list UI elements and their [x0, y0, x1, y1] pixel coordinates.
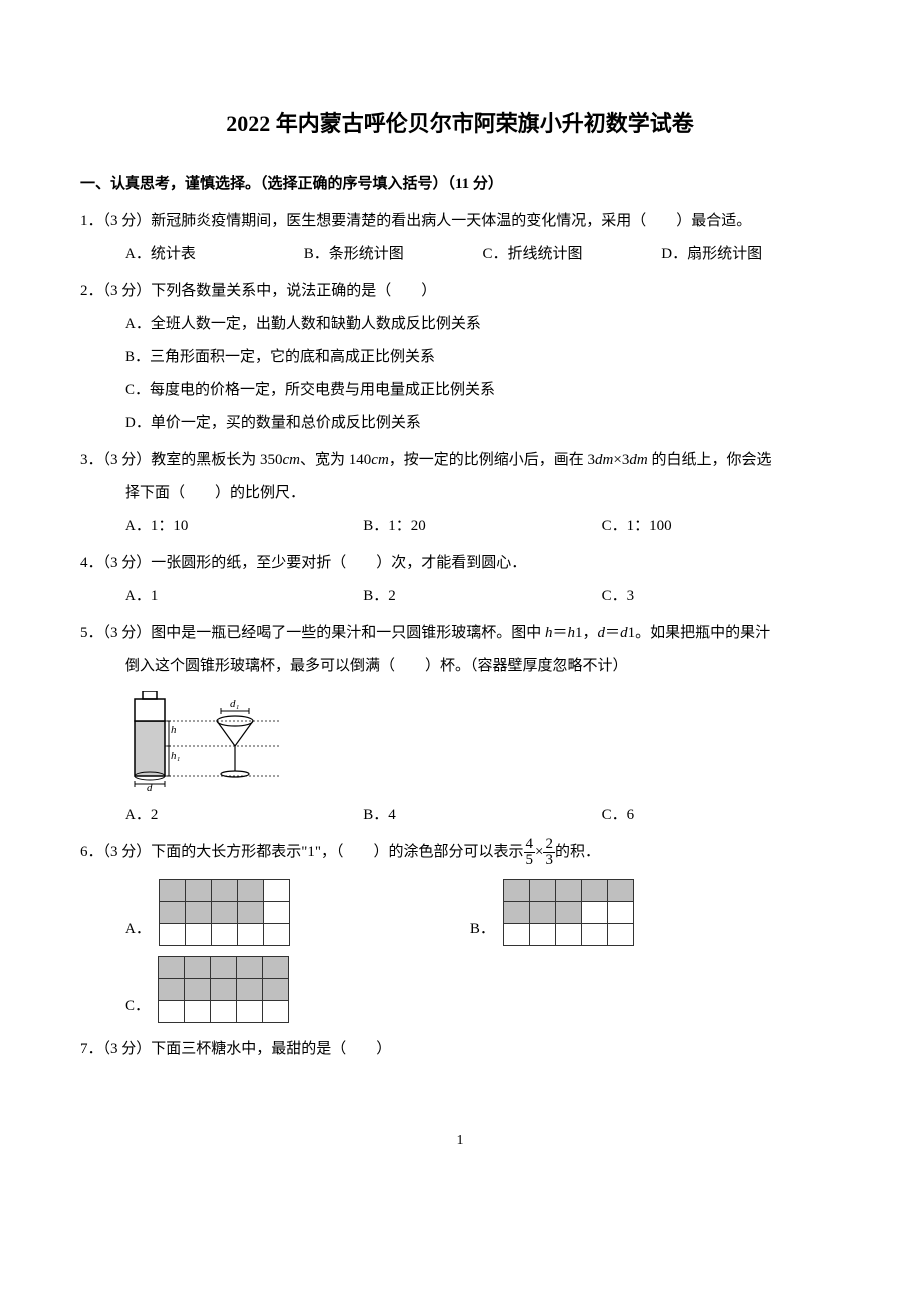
q3-option-b: B．1：20: [363, 510, 601, 543]
q5-figure: d h h₁ d₁: [80, 691, 840, 791]
q3-continuation: 择下面（ ）的比例尺．: [80, 477, 840, 510]
label-h: h: [171, 724, 177, 736]
q3-text-3: ，按一定的比例缩小后，画在 3: [389, 452, 595, 468]
q3-times: ×3: [613, 452, 629, 468]
q6-text: 6．（3 分）下面的大长方形都表示"1"，（ ）的涂色部分可以表示45×23的积…: [80, 836, 840, 869]
q6-times: ×: [535, 844, 543, 860]
question-3: 3．（3 分）教室的黑板长为 350cm、宽为 140cm，按一定的比例缩小后，…: [80, 444, 840, 543]
q5-eq-2: ＝: [605, 625, 620, 641]
q1-option-d: D．扇形统计图: [661, 238, 840, 271]
q3-text: 3．（3 分）教室的黑板长为 350cm、宽为 140cm，按一定的比例缩小后，…: [80, 444, 840, 477]
q2-option-d: D．单价一定，买的数量和总价成反比例关系: [125, 407, 840, 440]
q4-option-b: B．2: [363, 580, 601, 613]
q4-text: 4．（3 分）一张圆形的纸，至少要对折（ ）次，才能看到圆心．: [80, 547, 840, 580]
q2-options: A．全班人数一定，出勤人数和缺勤人数成反比例关系 B．三角形面积一定，它的底和高…: [80, 308, 840, 440]
q1-option-b: B．条形统计图: [304, 238, 483, 271]
q6-option-a: A．: [125, 879, 290, 946]
q1-options: A．统计表 B．条形统计图 C．折线统计图 D．扇形统计图: [80, 238, 840, 271]
q1-option-a: A．统计表: [125, 238, 304, 271]
q4-option-c: C．3: [602, 580, 840, 613]
label-h1: h₁: [171, 750, 181, 762]
q5-eq-1: ＝: [553, 625, 568, 641]
q5-continuation: 倒入这个圆锥形玻璃杯，最多可以倒满（ ）杯。（容器壁厚度忽略不计）: [80, 650, 840, 683]
label-d1-top: d₁: [230, 698, 240, 710]
q5-d1: d: [620, 625, 628, 641]
q5-text-1: 5．（3 分）图中是一瓶已经喝了一些的果汁和一只圆锥形玻璃杯。图中: [80, 625, 545, 641]
question-5: 5．（3 分）图中是一瓶已经喝了一些的果汁和一只圆锥形玻璃杯。图中 h＝h1，d…: [80, 617, 840, 832]
q6-text-after: 的积．: [555, 844, 600, 860]
bottle-cone-diagram: d h h₁ d₁: [125, 691, 285, 791]
q3-option-c: C．1：100: [602, 510, 840, 543]
q2-option-c: C．每度电的价格一定，所交电费与用电量成正比例关系: [125, 374, 840, 407]
q6-options: A． B． C．: [80, 879, 840, 1023]
q6-frac-2: 23: [543, 837, 555, 868]
q5-options: A．2 B．4 C．6: [80, 799, 840, 832]
question-7: 7．（3 分）下面三杯糖水中，最甜的是（ ）: [80, 1033, 840, 1066]
q5-option-a: A．2: [125, 799, 363, 832]
q3-dm-1: dm: [595, 452, 613, 468]
q6-frac-1: 45: [524, 837, 536, 868]
q6-grid-b: [503, 879, 634, 946]
q5-option-c: C．6: [602, 799, 840, 832]
page-number: 1: [80, 1126, 840, 1157]
q6-option-c: C．: [125, 956, 289, 1023]
q6-text-before: 6．（3 分）下面的大长方形都表示"1"，（ ）的涂色部分可以表示: [80, 844, 524, 860]
q2-text: 2．（3 分）下列各数量关系中，说法正确的是（ ）: [80, 275, 840, 308]
q3-text-1: 3．（3 分）教室的黑板长为 350: [80, 452, 283, 468]
label-d-bottom: d: [147, 782, 153, 791]
q5-one-1: 1，: [575, 625, 598, 641]
q1-text: 1．（3 分）新冠肺炎疫情期间，医生想要清楚的看出病人一天体温的变化情况，采用（…: [80, 205, 840, 238]
q2-option-a: A．全班人数一定，出勤人数和缺勤人数成反比例关系: [125, 308, 840, 341]
q6-label-a: A．: [125, 913, 151, 946]
question-6: 6．（3 分）下面的大长方形都表示"1"，（ ）的涂色部分可以表示45×23的积…: [80, 836, 840, 1023]
q6-option-b: B．: [470, 879, 634, 946]
q3-text-4: 的白纸上，你会选: [648, 452, 772, 468]
q7-text: 7．（3 分）下面三杯糖水中，最甜的是（ ）: [80, 1033, 840, 1066]
q4-options: A．1 B．2 C．3: [80, 580, 840, 613]
q6-label-c: C．: [125, 990, 150, 1023]
q3-option-a: A．1：10: [125, 510, 363, 543]
q2-option-b: B．三角形面积一定，它的底和高成正比例关系: [125, 341, 840, 374]
q3-text-2: 、宽为 140: [300, 452, 371, 468]
q5-h1: h: [568, 625, 576, 641]
q5-option-b: B．4: [363, 799, 601, 832]
q6-grid-a: [159, 879, 290, 946]
q1-option-c: C．折线统计图: [483, 238, 662, 271]
q6-label-b: B．: [470, 913, 495, 946]
q5-d: d: [598, 625, 606, 641]
q5-text: 5．（3 分）图中是一瓶已经喝了一些的果汁和一只圆锥形玻璃杯。图中 h＝h1，d…: [80, 617, 840, 650]
q4-option-a: A．1: [125, 580, 363, 613]
q5-h: h: [545, 625, 553, 641]
q3-cm-1: cm: [283, 452, 301, 468]
question-2: 2．（3 分）下列各数量关系中，说法正确的是（ ） A．全班人数一定，出勤人数和…: [80, 275, 840, 440]
q5-one-2: 1。如果把瓶中的果汁: [628, 625, 771, 641]
section-1-header: 一、认真思考，谨慎选择。（选择正确的序号填入括号）（11 分）: [80, 168, 840, 201]
question-1: 1．（3 分）新冠肺炎疫情期间，医生想要清楚的看出病人一天体温的变化情况，采用（…: [80, 205, 840, 271]
q3-options: A．1：10 B．1：20 C．1：100: [80, 510, 840, 543]
q3-dm-2: dm: [629, 452, 647, 468]
q3-cm-2: cm: [371, 452, 389, 468]
exam-title: 2022 年内蒙古呼伦贝尔市阿荣旗小升初数学试卷: [80, 100, 840, 148]
question-4: 4．（3 分）一张圆形的纸，至少要对折（ ）次，才能看到圆心． A．1 B．2 …: [80, 547, 840, 613]
q6-grid-c: [158, 956, 289, 1023]
